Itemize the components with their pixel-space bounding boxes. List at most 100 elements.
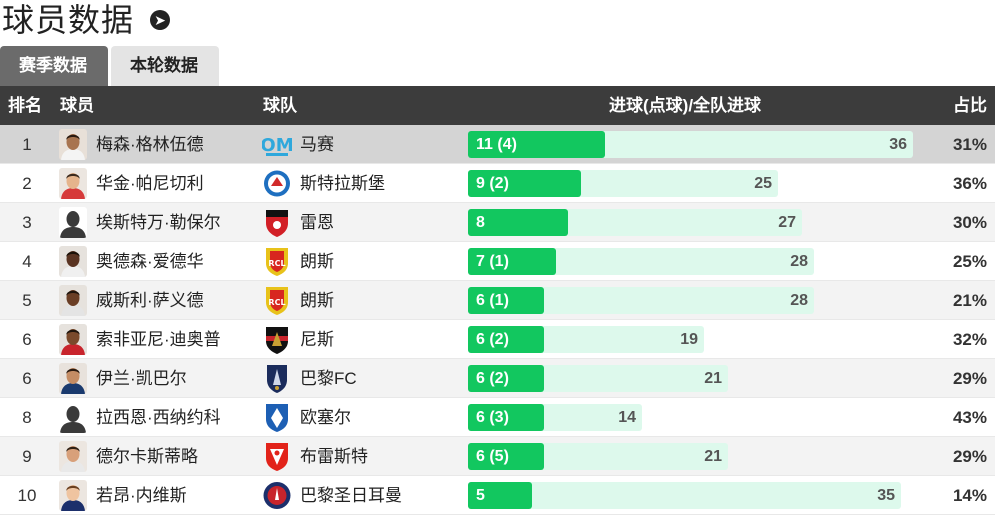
- ratio-cell: 31%: [952, 135, 987, 154]
- marseille-crest-icon: OM: [260, 129, 294, 160]
- player-goals-value: 6 (5): [476, 448, 509, 465]
- table-row[interactable]: 4 奥德森·爱德华 RCL 朗斯 7 (1) 28 25%: [0, 242, 995, 281]
- player-goals-bar: [468, 170, 581, 197]
- team-goals-value: 25: [754, 175, 772, 192]
- player-goals-bar: [468, 131, 605, 158]
- table-row[interactable]: 6 索非亚尼·迪奥普 尼斯 6 (2) 19 32%: [0, 320, 995, 359]
- ratio-cell: 30%: [952, 213, 987, 232]
- player-name[interactable]: 若昂·内维斯: [96, 486, 187, 505]
- page-title: 球员数据: [2, 2, 135, 38]
- player-goals-bar: [468, 326, 544, 353]
- rank-cell: 2: [22, 174, 32, 193]
- player-photo-icon: [59, 480, 87, 511]
- team-goals-value: 28: [790, 253, 808, 270]
- ratio-cell: 25%: [952, 252, 987, 271]
- player-name[interactable]: 奥德森·爱德华: [96, 252, 204, 271]
- rank-cell: 4: [22, 252, 32, 271]
- ratio-cell: 14%: [952, 486, 987, 505]
- table-row[interactable]: 2 华金·帕尼切利 斯特拉斯堡 9 (2) 25 36%: [0, 164, 995, 203]
- rank-cell: 6: [22, 330, 32, 349]
- player-photo-icon: [59, 363, 87, 394]
- player-goals-value: 6 (2): [476, 331, 509, 348]
- team-name[interactable]: 朗斯: [300, 252, 334, 271]
- player-silhouette-icon: [59, 207, 87, 238]
- team-name[interactable]: 巴黎圣日耳曼: [300, 486, 402, 505]
- player-name[interactable]: 拉西恩·西纳约科: [96, 408, 221, 427]
- player-name[interactable]: 华金·帕尼切利: [96, 174, 204, 193]
- team-goals-value: 21: [704, 370, 722, 387]
- header-team: 球队: [263, 96, 297, 115]
- header-rank: 排名: [8, 96, 42, 115]
- player-goals-bar: [468, 248, 556, 275]
- svg-text:RCL: RCL: [268, 259, 285, 268]
- paris-fc-crest-icon: [262, 363, 292, 394]
- header-ratio: 占比: [953, 96, 987, 115]
- tab-round-stats[interactable]: 本轮数据: [111, 46, 219, 86]
- rank-cell: 3: [22, 213, 32, 232]
- player-goals-value: 7 (1): [476, 253, 509, 270]
- team-name[interactable]: 欧塞尔: [300, 408, 351, 427]
- team-name[interactable]: 斯特拉斯堡: [300, 174, 385, 193]
- team-name[interactable]: 尼斯: [300, 330, 334, 349]
- player-photo-icon: [59, 324, 87, 355]
- lens-crest-icon: RCL: [262, 246, 292, 277]
- player-name[interactable]: 梅森·格林伍德: [96, 135, 204, 154]
- table-row[interactable]: 10 若昂·内维斯 巴黎圣日耳曼 5 35 14%: [0, 476, 995, 515]
- player-photo-icon: [59, 441, 87, 472]
- team-goals-value: 21: [704, 448, 722, 465]
- ratio-cell: 43%: [952, 408, 987, 427]
- tab-season-stats[interactable]: 赛季数据: [0, 46, 108, 86]
- player-name[interactable]: 埃斯特万·勒保尔: [96, 213, 221, 232]
- team-name[interactable]: 朗斯: [300, 291, 334, 310]
- table-row[interactable]: 3 埃斯特万·勒保尔 雷恩 8 27 30%: [0, 203, 995, 242]
- player-silhouette-icon: [59, 402, 87, 433]
- arrow-right-circle-icon[interactable]: ➤: [150, 10, 171, 30]
- header-goals: 进球(点球)/全队进球: [609, 96, 762, 115]
- header-player: 球员: [60, 96, 94, 115]
- tab-bar: 赛季数据 本轮数据: [0, 46, 222, 86]
- rank-cell: 5: [22, 291, 32, 310]
- ratio-cell: 29%: [952, 369, 987, 388]
- player-goals-value: 11 (4): [476, 136, 517, 153]
- team-name[interactable]: 雷恩: [300, 213, 334, 232]
- ratio-cell: 29%: [952, 447, 987, 466]
- table-row[interactable]: 1 梅森·格林伍德 OM 马赛 11 (4) 36 31%: [0, 125, 995, 164]
- table-body: 1 梅森·格林伍德 OM 马赛 11 (4) 36 31% 2 华金·帕尼切利 斯特拉斯堡 9 (2…: [0, 125, 995, 515]
- team-goals-value: 19: [680, 331, 698, 348]
- team-name[interactable]: 布雷斯特: [300, 447, 368, 466]
- player-goals-bar: [468, 404, 544, 431]
- title-bar: 球员数据 ➤: [0, 0, 995, 40]
- ratio-cell: 36%: [952, 174, 987, 193]
- rennes-crest-icon: [262, 207, 292, 238]
- team-goals-bar: [468, 482, 901, 509]
- table-row[interactable]: 5 威斯利·萨义德 RCL 朗斯 6 (1) 28 21%: [0, 281, 995, 320]
- ratio-cell: 21%: [952, 291, 987, 310]
- team-goals-value: 14: [618, 409, 636, 426]
- team-name[interactable]: 马赛: [300, 135, 334, 154]
- team-goals-value: 28: [790, 292, 808, 309]
- player-goals-bar: [468, 482, 532, 509]
- player-photo-icon: [59, 246, 87, 277]
- team-name[interactable]: 巴黎FC: [300, 369, 357, 388]
- player-photo-icon: [59, 129, 87, 160]
- ratio-cell: 32%: [952, 330, 987, 349]
- lens-crest-icon: RCL: [262, 285, 292, 316]
- player-name[interactable]: 索非亚尼·迪奥普: [96, 330, 221, 349]
- player-name[interactable]: 威斯利·萨义德: [96, 291, 204, 310]
- player-name[interactable]: 德尔卡斯蒂略: [96, 447, 198, 466]
- rank-cell: 6: [22, 369, 32, 388]
- player-photo-icon: [59, 168, 87, 199]
- strasbourg-crest-icon: [262, 168, 292, 199]
- player-photo-icon: [59, 285, 87, 316]
- table-row[interactable]: 6 伊兰·凯巴尔 巴黎FC 6 (2) 21 29%: [0, 359, 995, 398]
- team-goals-value: 27: [778, 214, 796, 231]
- rank-cell: 8: [22, 408, 32, 427]
- player-goals-value: 6 (1): [476, 292, 509, 309]
- nice-crest-icon: [262, 324, 292, 355]
- table-row[interactable]: 9 德尔卡斯蒂略 布雷斯特 6 (5) 21 29%: [0, 437, 995, 476]
- team-goals-value: 36: [889, 136, 907, 153]
- player-name[interactable]: 伊兰·凯巴尔: [96, 369, 187, 388]
- table-row[interactable]: 8 拉西恩·西纳约科 欧塞尔 6 (3) 14 43%: [0, 398, 995, 437]
- player-goals-value: 6 (2): [476, 370, 509, 387]
- player-goals-value: 9 (2): [476, 175, 509, 192]
